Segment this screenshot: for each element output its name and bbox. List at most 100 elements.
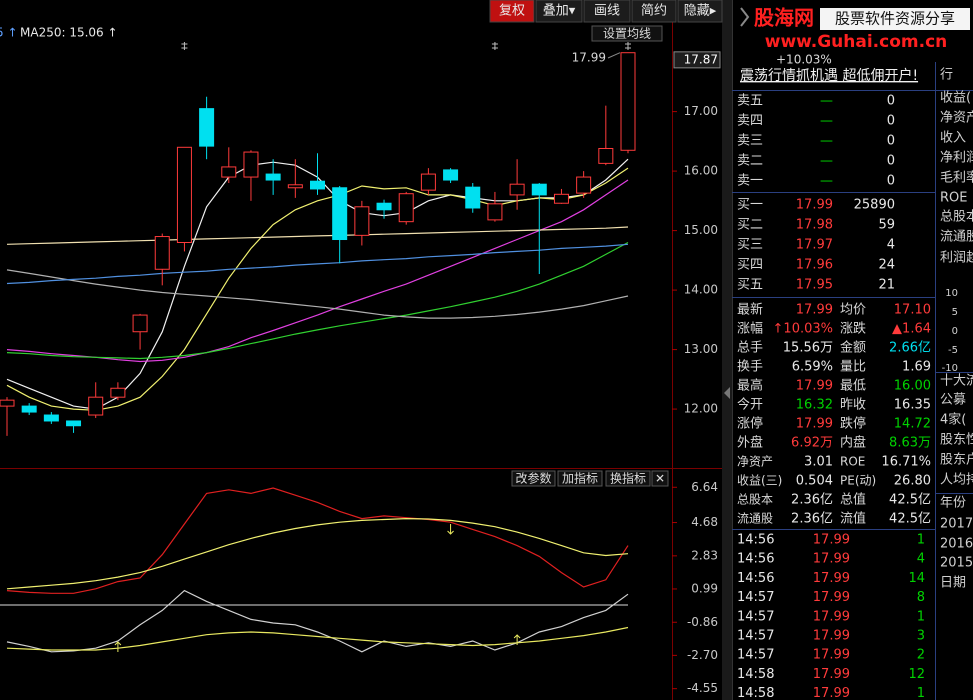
signal-arrow: [513, 634, 521, 645]
y-tick-label: -2.70: [687, 648, 718, 662]
quote-value: 16.35: [894, 398, 931, 413]
candle-body: [376, 202, 392, 211]
side-item: 利润趋: [940, 251, 973, 266]
scroll-arrow[interactable]: [724, 387, 730, 399]
candle-body: [598, 147, 614, 164]
y-tick-label: -0.86: [687, 615, 718, 629]
indicator-button-label[interactable]: 换指标: [610, 471, 646, 486]
signal-mark: [491, 42, 498, 50]
indicator-line: [6, 487, 629, 594]
scrollbar[interactable]: [722, 0, 732, 700]
candle-body: [199, 108, 215, 147]
toolbar-button[interactable]: [677, 0, 723, 23]
side-item: 收益(: [940, 91, 971, 106]
quote-label: 外盘: [737, 435, 763, 451]
price-panel: 17.99: [0, 42, 636, 436]
quote-value: 42.5亿: [889, 493, 931, 508]
side-item: 总股本: [940, 210, 973, 225]
trade-volume: 12: [908, 667, 925, 682]
candle-body: [465, 186, 481, 209]
signal-mark: [181, 42, 188, 50]
candle-body: [132, 314, 148, 333]
toolbar-label[interactable]: 简约: [641, 3, 667, 19]
quote-value: 15.56万: [783, 341, 833, 356]
toolbar-label[interactable]: 隐藏▸: [684, 4, 717, 19]
toolbar-label[interactable]: 叠加▾: [543, 4, 576, 19]
candle-body: [509, 183, 525, 196]
quote-label: 最新: [737, 302, 763, 318]
y-tick-label: 15.00: [684, 223, 718, 237]
trade-volume: 1: [917, 533, 925, 548]
candle-body: [176, 146, 192, 243]
indicator-button-label[interactable]: 改参数: [515, 471, 551, 486]
book-volume: 0: [887, 174, 895, 189]
side-item: 4家(: [940, 412, 966, 428]
book-label: 买四: [737, 258, 763, 273]
ad-link[interactable]: 震荡行情抓机遇 超低佣开户!: [740, 67, 918, 84]
book-label: 卖五: [737, 94, 763, 109]
signal-arrow: [447, 524, 454, 535]
trade-volume: 1: [917, 686, 925, 700]
indicator-button[interactable]: [605, 470, 651, 487]
book-price: 17.96: [796, 258, 833, 273]
trade-price: 17.99: [813, 629, 850, 644]
book-volume: 21: [878, 278, 895, 293]
toolbar-label[interactable]: 画线: [594, 4, 620, 19]
quote-label: 换手: [737, 360, 763, 375]
book-price: 17.95: [796, 278, 833, 293]
quote-label: 净资产: [737, 455, 773, 469]
toolbar-button[interactable]: [583, 0, 631, 23]
book-price: —: [820, 154, 833, 169]
annotation: 17.99: [572, 51, 606, 65]
toolbar-button[interactable]: [489, 0, 535, 23]
side-item: 5: [952, 307, 958, 318]
indicator-line: [6, 626, 629, 651]
trade-volume: 1: [917, 609, 925, 624]
quote-label: 流值: [840, 511, 866, 527]
settings-label[interactable]: 设置均线: [603, 27, 651, 41]
candle-body: [221, 166, 237, 178]
logo-url[interactable]: www.Guhai.com.cn: [765, 32, 948, 52]
annotation-leader: [607, 52, 621, 59]
candle-body: [265, 173, 281, 181]
indicator-line: [6, 241, 629, 360]
quote-value: 1.69: [902, 360, 931, 375]
trade-time: 14:56: [737, 571, 774, 586]
book-volume: 0: [887, 114, 895, 129]
y-tick-label: 17.00: [684, 104, 718, 118]
book-volume: 0: [887, 134, 895, 149]
trade-price: 17.99: [813, 590, 850, 605]
book-volume: 0: [887, 94, 895, 109]
quote-value: 3.01: [804, 455, 833, 470]
signal-mark: [625, 42, 631, 50]
side-item: 2015: [940, 556, 973, 571]
toolbar-button[interactable]: [631, 0, 677, 23]
trade-price: 17.99: [813, 533, 850, 548]
indicator-button[interactable]: [511, 470, 556, 487]
settings-button[interactable]: [591, 25, 663, 42]
toolbar-button[interactable]: [535, 0, 583, 23]
y-tick-label: 6.64: [691, 480, 718, 494]
quote-label: 总股本: [737, 493, 773, 507]
indicator-button-label[interactable]: ✕: [655, 472, 665, 486]
trade-price: 17.99: [813, 609, 850, 624]
side-item: 公募: [940, 393, 966, 408]
candle-body: [420, 173, 436, 191]
indicator-button-label[interactable]: 加指标: [562, 471, 598, 486]
logo-subtitle-box: [820, 8, 970, 30]
trade-time: 14:57: [737, 609, 774, 624]
quote-value: 16.00: [894, 379, 931, 394]
price-marker-box: [673, 51, 721, 69]
trade-volume: 8: [917, 590, 925, 605]
book-volume: 25890: [854, 198, 895, 213]
candle-body: [21, 405, 37, 413]
toolbar-label[interactable]: 复权: [499, 3, 525, 19]
book-price: —: [820, 114, 833, 129]
trade-price: 17.99: [813, 552, 850, 567]
indicator-button[interactable]: [651, 470, 669, 487]
book-label: 卖一: [737, 174, 763, 189]
quote-label: 最高: [737, 378, 763, 394]
indicator-button[interactable]: [557, 470, 603, 487]
